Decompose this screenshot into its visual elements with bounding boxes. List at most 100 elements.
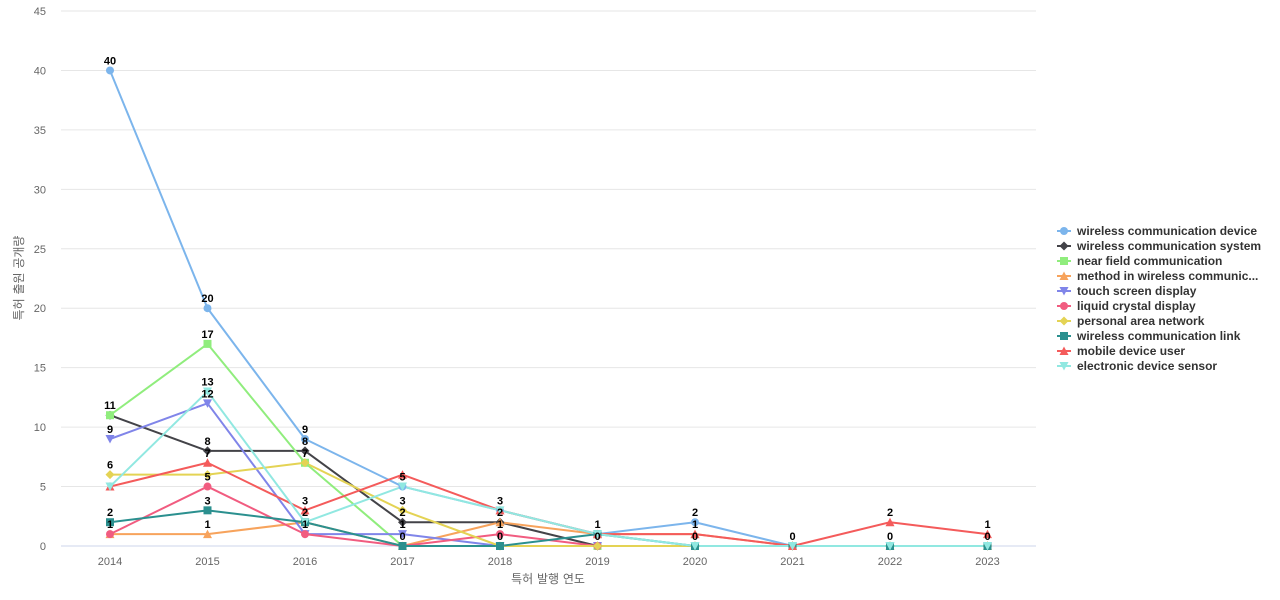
data-label: 7 (204, 448, 210, 460)
legend-item-wireless-communication-link[interactable]: wireless communication link (1057, 329, 1241, 343)
data-point-liquid-crystal-display (106, 530, 114, 539)
legend-item-mobile-device-user[interactable]: mobile device user (1057, 344, 1185, 358)
x-tick-label: 2017 (390, 556, 414, 568)
data-point-liquid-crystal-display (496, 530, 504, 539)
data-point-electronic-device-sensor (983, 542, 992, 551)
data-point-mobile-device-user (885, 517, 895, 527)
data-point-wireless-communication-device (106, 66, 114, 75)
legend-item-liquid-crystal-display[interactable]: liquid crystal display (1057, 299, 1196, 313)
legend-marker (1059, 316, 1069, 326)
legend-item-method-in-wireless-communic[interactable]: method in wireless communic... (1057, 269, 1258, 283)
data-point-electronic-device-sensor (593, 530, 602, 539)
data-label: 1 (984, 519, 990, 531)
data-point-electronic-device-sensor (690, 542, 700, 551)
y-tick-label: 30 (34, 184, 46, 196)
legend-item-near-field-communication[interactable]: near field communication (1057, 254, 1222, 268)
x-tick-label: 2018 (488, 556, 512, 568)
legend-label: wireless communication system (1076, 239, 1261, 253)
series-line-near-field-communication (109, 342, 989, 547)
series-line-electronic-device-sensor (109, 390, 989, 547)
series-line-touch-screen-display (109, 402, 989, 547)
data-point-electronic-device-sensor (398, 482, 407, 492)
legend-label: wireless communication link (1076, 329, 1241, 343)
y-tick-label: 20 (34, 303, 46, 315)
data-point-electronic-device-sensor (788, 542, 797, 551)
legend-marker (1060, 302, 1068, 310)
data-label: 1 (302, 519, 308, 531)
y-axis-ticks: 0 5 10 15 20 25 30 35 40 45 (34, 6, 46, 553)
data-point-liquid-crystal-display (203, 482, 212, 491)
data-label: 1 (692, 519, 698, 531)
data-label: 0 (399, 531, 405, 543)
legend-marker (1060, 257, 1068, 265)
legend-label: touch screen display (1077, 284, 1197, 298)
data-point-electronic-device-sensor (203, 387, 212, 396)
data-label: 13 (201, 376, 213, 388)
data-point-wireless-communication-device (203, 304, 212, 313)
data-label: 0 (594, 531, 600, 543)
legend-label: near field communication (1077, 254, 1222, 268)
data-label: 9 (107, 424, 113, 436)
data-label: 3 (302, 495, 308, 507)
data-point-personal-area-network (300, 458, 310, 468)
legend-item-wireless-communication-device[interactable]: wireless communication device (1057, 224, 1257, 238)
data-label: 8 (204, 436, 210, 448)
data-point-mobile-device-user (983, 529, 992, 539)
data-point-near-field-communication (203, 339, 212, 348)
data-label: 3 (204, 495, 210, 507)
legend-item-touch-screen-display[interactable]: touch screen display (1057, 284, 1197, 298)
data-label: 11 (104, 400, 116, 412)
data-point-wireless-communication-device (301, 435, 309, 443)
legend-item-personal-area-network[interactable]: personal area network (1057, 314, 1205, 328)
x-tick-label: 2014 (98, 556, 122, 568)
y-tick-label: 45 (34, 6, 46, 18)
data-point-wireless-communication-system (398, 517, 407, 527)
x-tick-label: 2019 (585, 556, 609, 568)
legend-item-wireless-communication-system[interactable]: wireless communication system (1057, 239, 1261, 253)
data-point-wireless-communication-link (106, 518, 114, 527)
data-label: 1 (399, 519, 405, 531)
data-label: 0 (887, 531, 893, 543)
data-label: 9 (302, 424, 308, 436)
data-point-electronic-device-sensor (885, 542, 895, 551)
data-point-mobile-device-user (398, 470, 407, 479)
data-label: 0 (692, 531, 698, 543)
x-tick-label: 2022 (878, 556, 902, 568)
data-point-personal-area-network (105, 470, 115, 480)
data-label: 7 (302, 448, 308, 460)
data-point-electronic-device-sensor (300, 518, 310, 527)
data-label: 3 (497, 495, 503, 507)
x-tick-label: 2016 (293, 556, 317, 568)
data-label: 2 (399, 507, 405, 519)
y-tick-label: 40 (34, 65, 46, 77)
legend-marker (1059, 287, 1069, 296)
legend-item-electronic-device-sensor[interactable]: electronic device sensor (1057, 359, 1217, 373)
data-label: 2 (497, 507, 503, 519)
data-labels: 4011962120171312875319873215321032101021… (104, 55, 991, 543)
legend-label: personal area network (1077, 314, 1205, 328)
data-point-method-in-wireless-communic (495, 517, 505, 527)
data-label: 0 (984, 531, 990, 543)
data-point-mobile-device-user (300, 505, 310, 515)
data-label: 2 (887, 507, 893, 519)
data-label: 8 (302, 436, 308, 448)
data-point-mobile-device-user (203, 458, 212, 467)
legend-marker (1060, 227, 1068, 235)
legend-label: liquid crystal display (1077, 299, 1196, 313)
data-point-personal-area-network (203, 470, 212, 480)
legend-label: mobile device user (1077, 344, 1185, 358)
data-label: 1 (204, 519, 210, 531)
data-label: 1 (497, 519, 503, 531)
legend-label: electronic device sensor (1077, 359, 1217, 373)
legend-label: method in wireless communic... (1077, 269, 1258, 283)
data-label: 2 (692, 507, 698, 519)
data-point-method-in-wireless-communic (203, 529, 212, 539)
data-point-wireless-communication-device (691, 518, 699, 527)
series-lines (109, 69, 989, 547)
data-label: 0 (789, 531, 795, 543)
data-label: 17 (201, 329, 213, 341)
legend-marker (1059, 346, 1069, 355)
data-point-touch-screen-display (398, 530, 407, 539)
data-label: 5 (399, 472, 405, 484)
